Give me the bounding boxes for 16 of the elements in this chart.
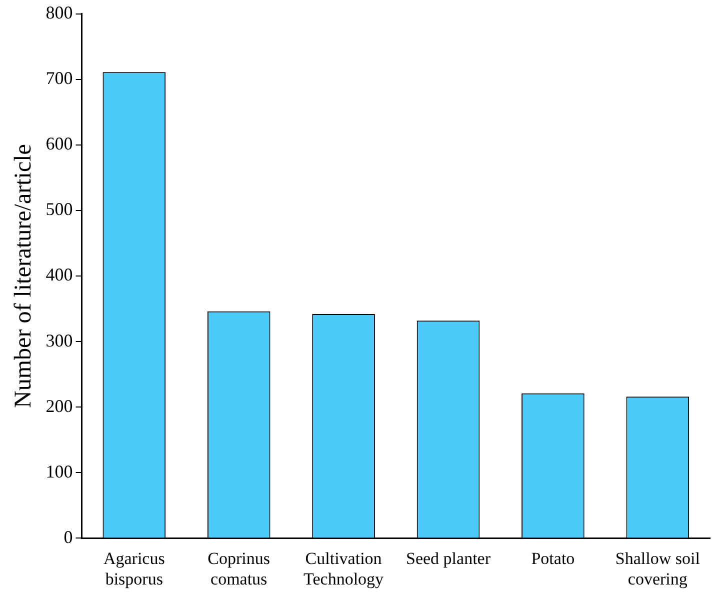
y-tick-label: 700: [46, 68, 73, 88]
y-tick-label: 100: [46, 461, 73, 482]
y-tick-label: 300: [46, 330, 73, 350]
y-tick-label: 600: [46, 134, 73, 154]
x-tick-label: Potato: [531, 548, 575, 568]
y-tick-label: 400: [46, 264, 73, 285]
y-tick-label: 200: [46, 396, 73, 416]
y-tick-label: 0: [64, 526, 73, 547]
x-tick-label: Shallow soil covering: [615, 548, 700, 588]
y-axis-title: Number of literature/article: [10, 144, 37, 408]
x-tick-label: Agaricus bisporus: [103, 548, 165, 588]
x-tick-label: Seed planter: [406, 548, 491, 568]
y-tick-label: 500: [46, 199, 73, 220]
x-tick-label: Coprinus comatus: [208, 548, 270, 588]
x-tick-label: Cultivation Technology: [304, 548, 384, 588]
y-tick-label: 800: [46, 2, 73, 23]
